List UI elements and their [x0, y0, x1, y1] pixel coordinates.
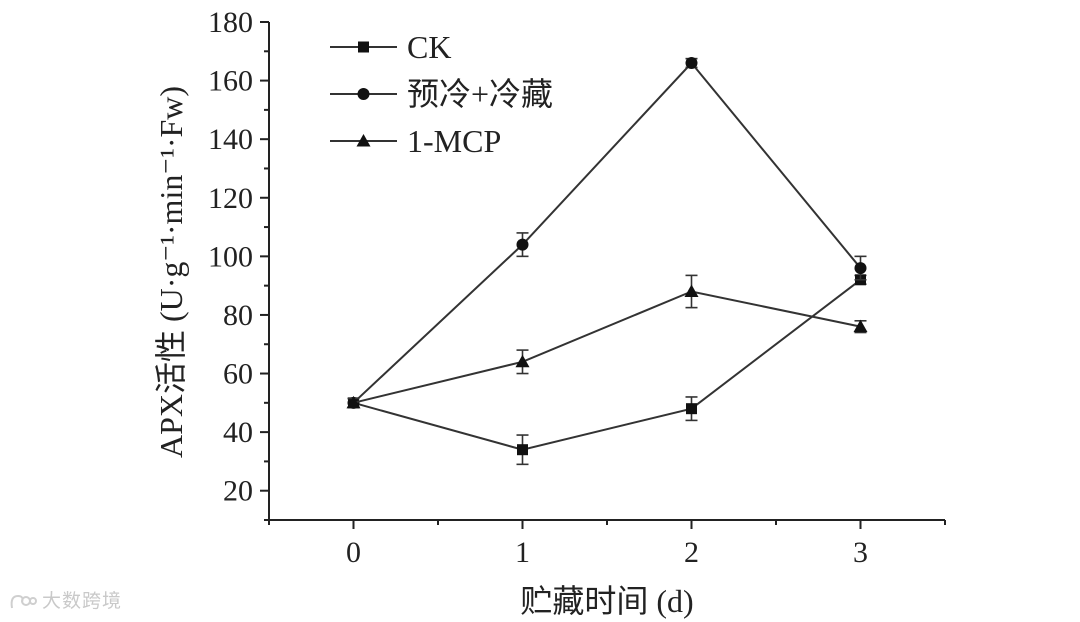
series-line [353, 278, 862, 451]
data-point [853, 319, 868, 333]
legend-item: 1-MCP [330, 123, 501, 159]
y-tick-label: 80 [223, 299, 253, 332]
series-layer [346, 57, 868, 466]
data-point [684, 284, 699, 298]
legend-item: CK [330, 29, 451, 65]
y-tick-label: 180 [208, 6, 253, 39]
series-3 [346, 274, 868, 409]
x-tick-label: 0 [346, 536, 361, 569]
data-point [517, 444, 528, 456]
legend-marker [356, 134, 371, 147]
y-tick-label: 160 [208, 65, 253, 98]
data-point [515, 354, 530, 368]
y-tick-label: 100 [208, 240, 253, 273]
legend-item: 预冷+冷藏 [330, 76, 553, 112]
y-tick-label: 20 [223, 475, 253, 508]
series-1 [347, 274, 867, 466]
y-axis-title: APX活性 (U·g⁻¹·min⁻¹·Fw) [153, 86, 189, 458]
legend: CK 预冷+冷藏 1-MCP [330, 29, 553, 159]
watermark-logo-icon [10, 594, 37, 608]
y-tick-label: 40 [223, 416, 253, 449]
data-point [854, 262, 867, 275]
watermark: 大数跨境 [8, 586, 122, 613]
y-tick-label: 120 [208, 182, 253, 215]
x-tick-label: 1 [515, 536, 530, 569]
legend-marker [357, 88, 370, 100]
legend-marker [358, 41, 369, 53]
watermark-text: 大数跨境 [42, 590, 123, 612]
data-point [686, 403, 697, 415]
x-tick-label: 3 [853, 536, 868, 569]
y-tick-label: 140 [208, 123, 253, 156]
series-line [352, 61, 862, 404]
legend-label: CK [407, 29, 451, 65]
series-line [353, 290, 861, 404]
x-axis-title: 贮藏时间 (d) [520, 583, 693, 619]
legend-label: 1-MCP [407, 123, 501, 159]
x-tick-label: 2 [684, 536, 699, 569]
data-point [516, 238, 529, 251]
y-tick-label: 60 [223, 358, 253, 391]
data-point [685, 57, 698, 70]
legend-label: 预冷+冷藏 [407, 76, 553, 112]
axes: 20 40 60 80 100 120 140 160 180 0 1 2 3 [208, 6, 946, 569]
data-point [346, 395, 361, 409]
